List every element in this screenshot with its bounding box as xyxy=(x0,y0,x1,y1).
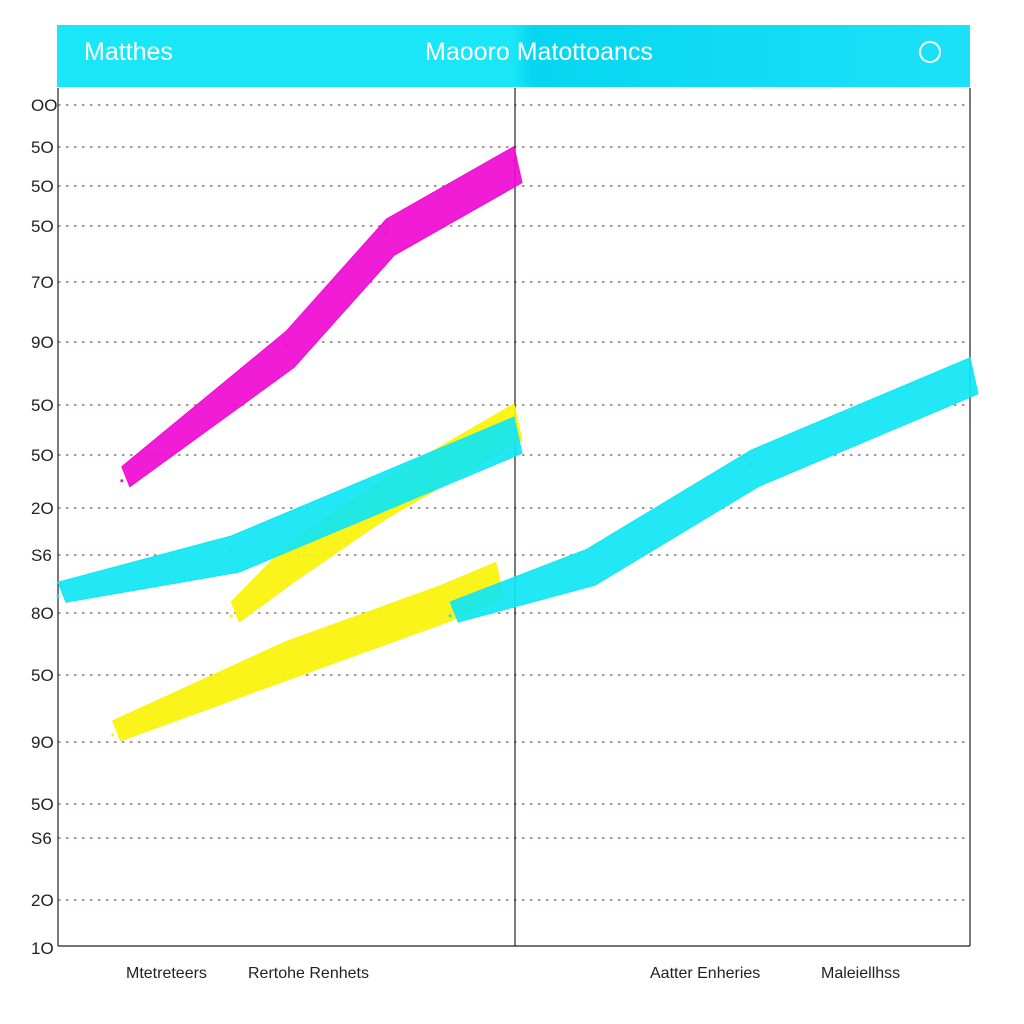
header-left-label: Matthes xyxy=(84,38,173,66)
data-point xyxy=(749,462,753,466)
x-category-label: Maleiellhss xyxy=(821,965,901,982)
y-tick-label: 5O xyxy=(31,396,54,415)
data-point xyxy=(284,343,288,347)
data-point xyxy=(585,561,589,565)
y-tick-label: 2O xyxy=(31,499,54,518)
data-point xyxy=(56,594,60,598)
series-band-2 xyxy=(112,561,505,742)
data-point xyxy=(512,159,516,163)
chart-header: Matthes Maooro Matottoancs xyxy=(57,25,970,87)
y-tick-label: S6 xyxy=(31,546,52,565)
x-category-label: Aatter Enheries xyxy=(650,965,761,982)
y-tick-label: 5O xyxy=(31,217,54,236)
series-band-0 xyxy=(121,145,523,488)
data-point xyxy=(494,574,498,578)
data-point xyxy=(968,370,972,374)
data-point xyxy=(284,654,288,658)
circle-outline-icon[interactable] xyxy=(919,41,941,63)
x-category-label: Rertohe Renhets xyxy=(248,965,369,982)
series-band-3 xyxy=(57,416,523,603)
y-tick-label: 7O xyxy=(31,273,54,292)
x-category-label: Mtetreteers xyxy=(126,965,207,982)
data-point xyxy=(512,429,516,433)
y-tick-label: 8O xyxy=(31,604,54,623)
data-point xyxy=(229,614,233,618)
y-tick-label: 5O xyxy=(31,795,54,814)
y-tick-label: 1O xyxy=(31,939,54,958)
y-tick-label: 2O xyxy=(31,891,54,910)
y-tick-label: 5O xyxy=(31,446,54,465)
data-point xyxy=(384,231,388,235)
y-tick-label: S6 xyxy=(31,829,52,848)
y-tick-label: 9O xyxy=(31,733,54,752)
y-tick-label: OO xyxy=(31,96,58,115)
chart-title: Maooro Matottoancs xyxy=(425,38,653,66)
data-point xyxy=(439,598,443,601)
y-tick-label: 5O xyxy=(31,666,54,685)
data-point xyxy=(284,558,288,562)
data-point xyxy=(229,548,233,552)
data-point xyxy=(120,479,124,483)
series-band-4 xyxy=(449,357,979,623)
data-point xyxy=(111,733,115,737)
y-tick-label: 5O xyxy=(31,138,54,157)
y-tick-label: 5O xyxy=(31,177,54,196)
data-point xyxy=(448,614,452,618)
y-tick-label: 9O xyxy=(31,333,54,352)
